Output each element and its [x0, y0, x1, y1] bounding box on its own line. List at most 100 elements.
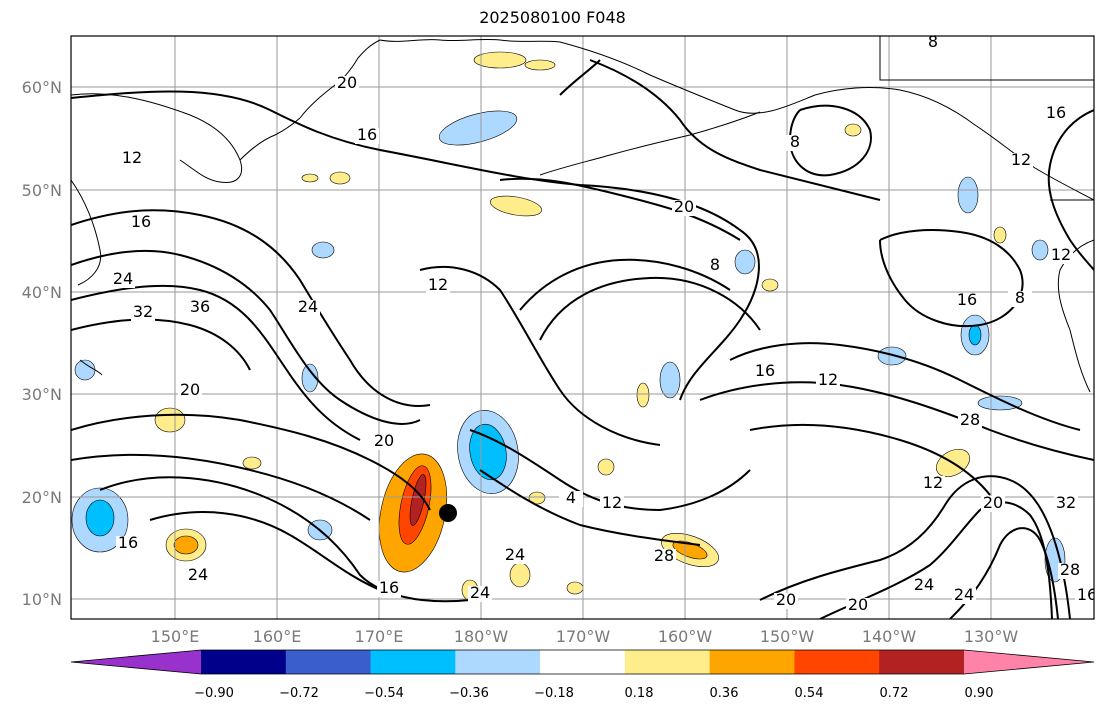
contour-label-bg	[468, 586, 492, 602]
contour-label-bg	[1075, 588, 1094, 604]
contour-line	[749, 423, 991, 496]
contour-label: 20	[374, 431, 394, 450]
contour-label: 20	[848, 595, 868, 614]
contour-label: 20	[983, 493, 1003, 512]
contour-label: 24	[298, 297, 318, 316]
contour-line	[819, 501, 1053, 619]
contour-label: 16	[131, 212, 151, 231]
colorbar-segment	[370, 650, 456, 674]
contour-line	[759, 475, 1071, 619]
contour-label: 12	[428, 275, 448, 294]
contour-line	[589, 59, 881, 201]
contour-label-bg	[1058, 563, 1082, 579]
longitude-tick-label: 130°W	[964, 627, 1019, 646]
colorbar-segment	[624, 650, 711, 674]
contour-label: 16	[1046, 103, 1066, 122]
colorbar-segment	[201, 650, 287, 674]
contour-label-bg	[503, 548, 527, 564]
shaded-patch	[74, 359, 96, 381]
longitude-labels: 150°E 160°E 170°E 180°W 170°W 160°W 150°W 140°W…	[151, 627, 1019, 646]
contour-line	[539, 276, 761, 341]
colorbar-tick-label: −0.90	[194, 686, 234, 701]
contour-label: 28	[1060, 560, 1080, 579]
contour-label-bg	[355, 128, 379, 144]
shaded-patch	[844, 123, 862, 137]
colorbar-tick-label: 0.18	[625, 686, 654, 701]
longitude-tick-label: 150°W	[760, 627, 815, 646]
shaded-patch	[566, 581, 584, 595]
contour-label-bg	[1049, 248, 1073, 264]
contour-label-bg	[1044, 106, 1068, 122]
longitude-tick-label: 160°E	[253, 627, 302, 646]
contour-label: 20	[180, 380, 200, 399]
contour-label: 32	[133, 302, 153, 321]
shaded-patch	[301, 173, 319, 183]
contour-label-bg	[116, 536, 140, 552]
contour-label: 16	[1077, 585, 1097, 604]
shaded-patch	[509, 562, 531, 588]
contour-label: 16	[118, 533, 138, 552]
contour-line	[949, 527, 1059, 619]
storm-center-dot	[439, 504, 457, 522]
contour-label: 24	[505, 545, 525, 564]
contour-label: 24	[954, 585, 974, 604]
contour-label-bg	[111, 272, 135, 288]
shaded-fields	[71, 51, 1066, 601]
contour-label-bg	[186, 568, 210, 584]
contour-label: 12	[122, 148, 142, 167]
colorbar-tick-label: 0.90	[965, 686, 994, 701]
contour-label-bg	[426, 278, 450, 294]
contour-label-bg	[981, 496, 1005, 512]
gridlines	[71, 36, 1094, 619]
coastline-asia	[71, 93, 301, 184]
latitude-labels: 60°N 50°N 40°N 30°N 20°N 10°N	[22, 78, 62, 609]
contour-label-bg	[296, 300, 320, 316]
colorbar-tick-label: −0.36	[449, 686, 489, 701]
shaded-patch	[1031, 239, 1049, 261]
contour-label: 32	[1056, 493, 1076, 512]
contour-label: 20	[776, 590, 796, 609]
colorbar-extension-min	[71, 650, 201, 674]
shaded-patch	[154, 407, 186, 433]
contour-line	[71, 453, 371, 521]
shaded-patch	[473, 51, 527, 69]
contour-label-bg	[846, 598, 870, 614]
colorbar	[70, 649, 1095, 675]
contour-label-bg	[783, 135, 807, 151]
contour-label: 12	[602, 493, 622, 512]
contour-line	[699, 381, 1094, 461]
contour-label-bg	[120, 151, 144, 167]
contour-label: 8	[790, 132, 800, 151]
contour-line	[559, 59, 601, 96]
shaded-patch	[301, 363, 319, 393]
border-canada	[879, 36, 1094, 201]
contour-label: 36	[190, 297, 210, 316]
contour-label: 16	[957, 290, 977, 309]
colorbar-segment	[709, 650, 795, 674]
contour-lines	[71, 59, 1094, 619]
coastline-na-west	[1057, 239, 1094, 393]
colorbar-tick-label: −0.54	[364, 686, 404, 701]
colorbar-segment	[794, 650, 880, 674]
contour-label-bg	[672, 200, 696, 216]
shaded-patch	[968, 324, 982, 346]
contour-label-bg	[952, 588, 976, 604]
contour-label: 12	[923, 473, 943, 492]
contour-line	[879, 229, 1024, 328]
contour-line	[149, 511, 381, 591]
contour-label-bg	[1054, 496, 1078, 512]
contour-line	[71, 318, 251, 371]
latitude-tick-label: 40°N	[22, 283, 62, 302]
shaded-patch	[734, 249, 756, 275]
coastline-alaska	[559, 41, 1094, 201]
shaded-patch	[877, 346, 907, 366]
contour-label-bg	[958, 413, 982, 429]
contour-label-bg	[652, 549, 676, 565]
contour-label-bg	[955, 293, 979, 309]
contour-label: 24	[470, 583, 490, 602]
contour-label-bg	[377, 581, 401, 597]
shaded-patch	[173, 535, 199, 555]
latitude-tick-label: 10°N	[22, 590, 62, 609]
